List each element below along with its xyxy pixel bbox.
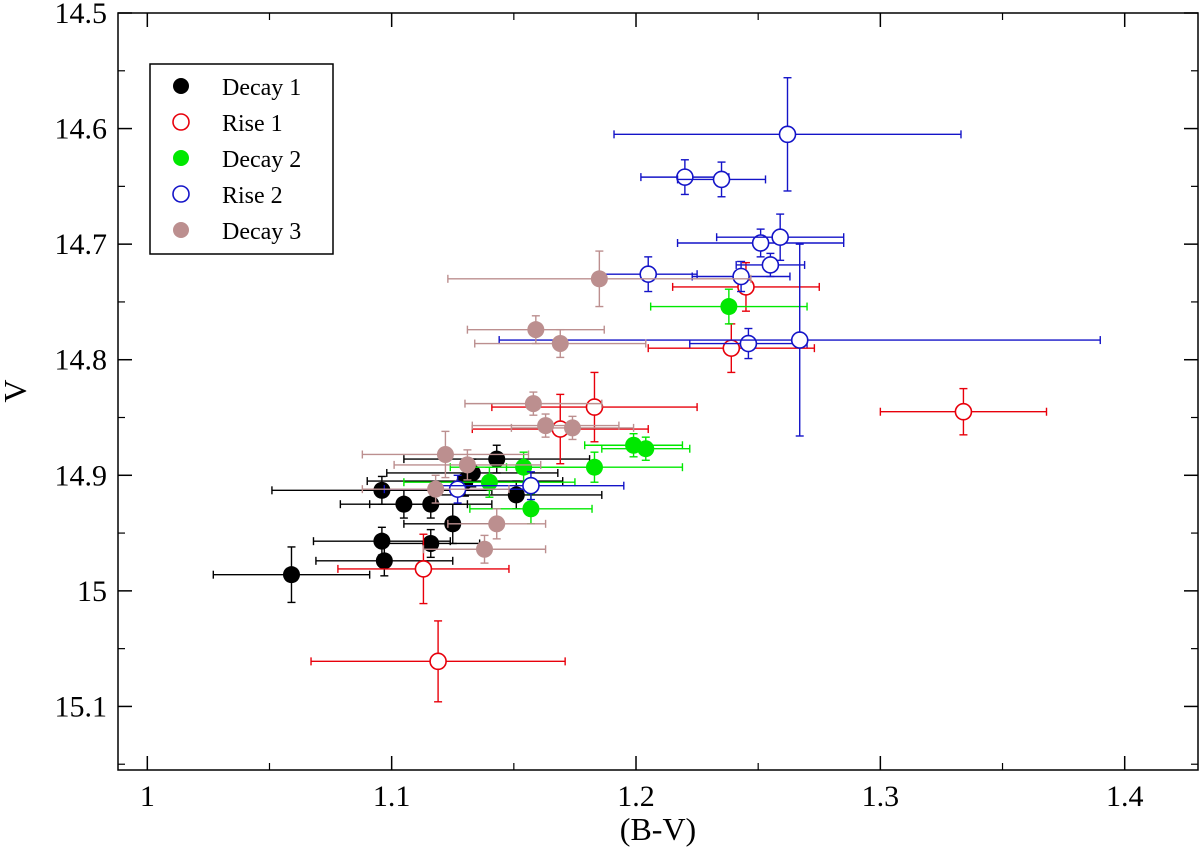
y-tick-label: 14.5 (55, 0, 108, 30)
x-axis-title: (B-V) (620, 811, 696, 847)
legend-label-decay-2: Decay 2 (222, 147, 301, 173)
legend-marker-decay-3 (173, 222, 189, 238)
data-point (488, 515, 506, 533)
data-point (751, 234, 770, 252)
data-point (639, 265, 658, 283)
y-tick-label: 15.1 (55, 690, 108, 723)
y-tick-label: 14.7 (55, 228, 108, 261)
data-point (476, 540, 494, 558)
legend-marker-rise-2 (172, 185, 190, 203)
data-point (778, 125, 797, 144)
legend-label-rise-2: Rise 2 (222, 183, 283, 209)
y-axis-title: V (0, 379, 33, 402)
data-point (790, 331, 809, 349)
data-point (637, 440, 655, 458)
data-point (422, 534, 440, 552)
data-point (739, 334, 758, 353)
data-point (551, 335, 569, 353)
data-point (458, 456, 476, 474)
data-point (282, 566, 300, 584)
legend-marker-decay-2 (173, 150, 189, 166)
data-point (373, 481, 391, 499)
y-tick-label: 14.8 (55, 344, 108, 377)
series-decay-3 (361, 250, 752, 564)
x-axis: 1 1.1 1.2 1.3 1.4 (140, 13, 1144, 813)
data-point (771, 228, 789, 247)
data-point (590, 270, 608, 288)
data-point (375, 552, 393, 570)
legend-label-decay-1: Decay 1 (222, 75, 301, 101)
series-decay-2 (403, 288, 808, 525)
x-tick-label: 1 (140, 780, 155, 813)
data-point (507, 486, 525, 504)
data-point (676, 168, 694, 186)
y-tick-label: 14.9 (55, 459, 108, 492)
data-point (585, 458, 603, 476)
data-point (732, 267, 750, 286)
plot-area (212, 77, 1101, 703)
legend-marker-rise-1 (172, 113, 190, 131)
data-point (954, 402, 973, 421)
data-point (563, 419, 581, 437)
data-point (527, 321, 545, 339)
y-axis: 14.5 14.6 14.7 14.8 14.9 15 15.1 (55, 0, 1198, 765)
legend-label-rise-1: Rise 1 (222, 111, 283, 137)
data-point (722, 339, 741, 357)
data-point (429, 652, 447, 671)
legend-label-decay-3: Decay 3 (222, 219, 301, 245)
x-tick-label: 1.1 (373, 780, 411, 813)
data-point (537, 417, 555, 435)
legend-marker-decay-1 (173, 78, 189, 94)
data-point (761, 256, 780, 274)
y-tick-label: 14.6 (55, 113, 108, 146)
plot-frame (117, 12, 1199, 771)
x-tick-label: 1.4 (1106, 780, 1144, 813)
data-point (414, 560, 433, 578)
x-tick-label: 1.2 (617, 780, 655, 813)
data-point (720, 298, 738, 316)
data-point (480, 473, 498, 491)
y-tick-label: 15 (77, 575, 107, 608)
data-point (522, 500, 540, 518)
data-point (522, 476, 540, 495)
data-point (524, 395, 542, 413)
data-point (712, 170, 731, 189)
series-rise-2 (383, 77, 1101, 504)
legend: Decay 1 Rise 1 Decay 2 Rise 2 Decay 3 (149, 63, 334, 255)
data-point (436, 445, 454, 463)
data-point (585, 398, 604, 416)
data-point (427, 480, 445, 498)
x-tick-label: 1.3 (862, 780, 900, 813)
